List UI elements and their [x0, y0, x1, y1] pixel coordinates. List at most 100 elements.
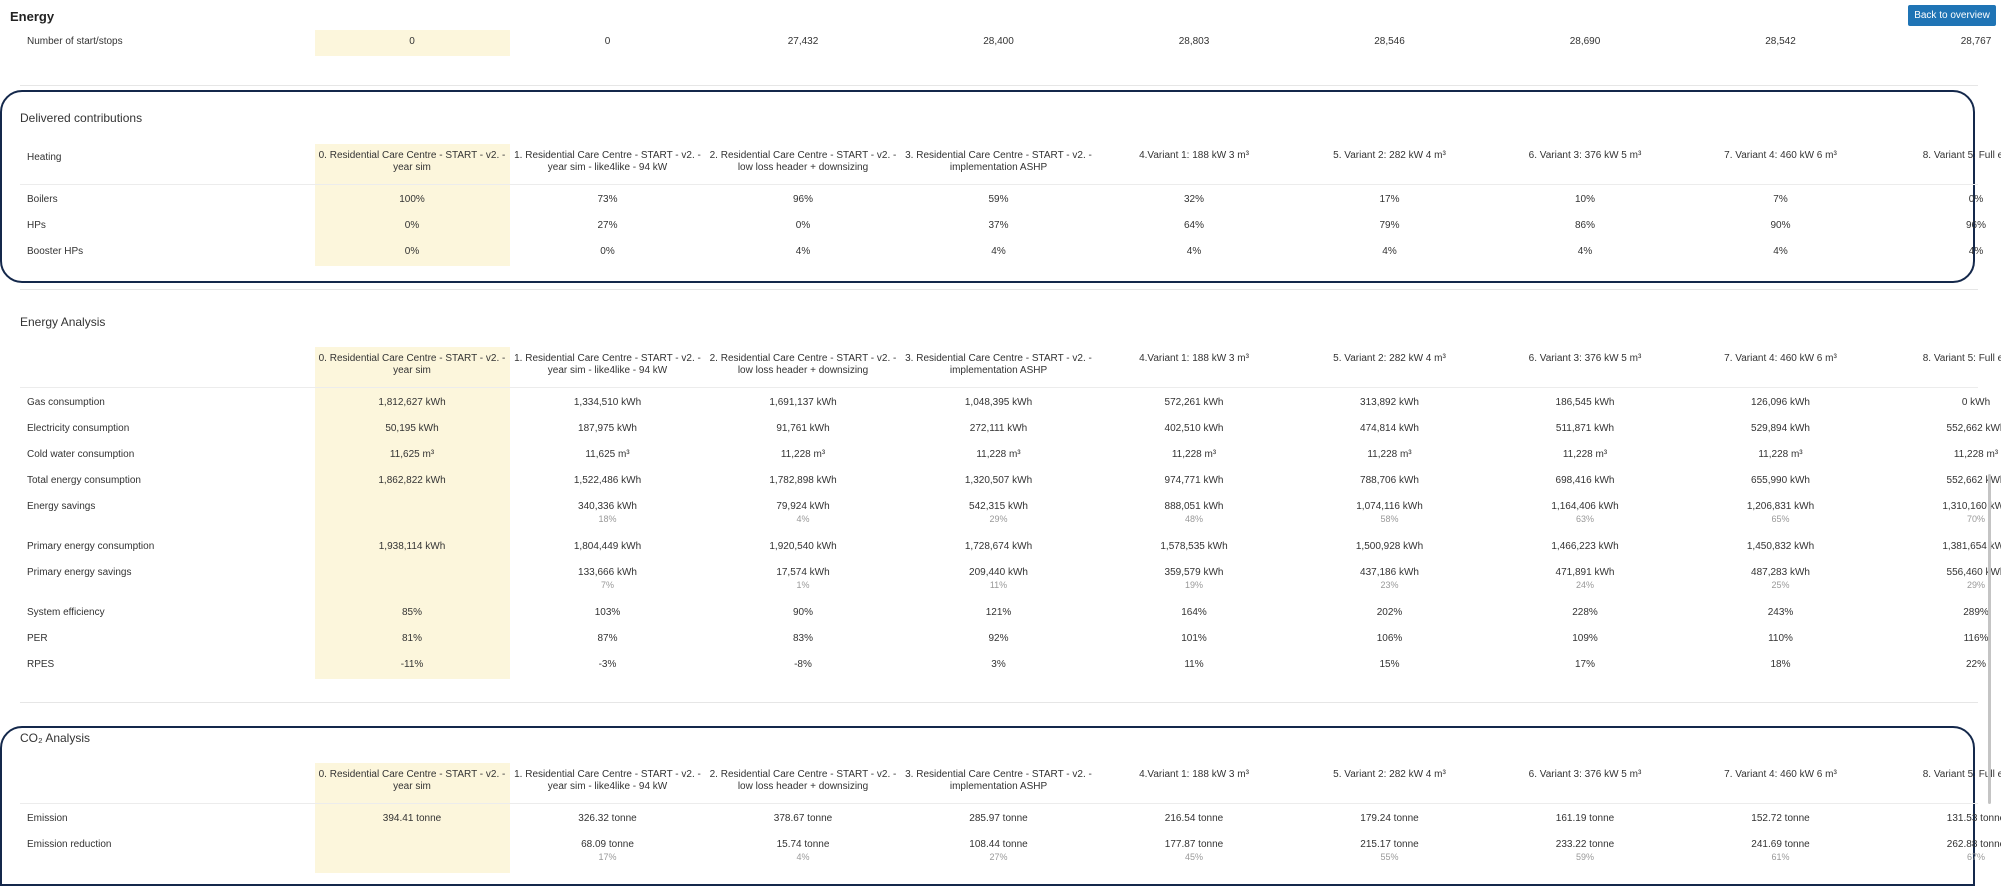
- variant-header-8: 8. Variant 5: Full electric: [1922, 769, 2001, 780]
- cell-value: 0%: [404, 246, 420, 257]
- value-cell: 0 kWh: [1878, 397, 2001, 409]
- value-cell: 552,662 kWh: [1878, 423, 2001, 435]
- value-cell: 1,320,507 kWh: [901, 475, 1097, 487]
- back-to-overview-button[interactable]: Back to overview: [1908, 5, 1996, 26]
- value-cell: 1,522,486 kWh: [510, 475, 706, 487]
- cell-value: 233.22 tonne: [1555, 839, 1615, 850]
- cell-value: 788,706 kWh: [1360, 475, 1419, 486]
- cell-value: 0%: [600, 246, 615, 257]
- cell-value: 11,625 m³: [389, 449, 435, 460]
- value-cell: 116%: [1878, 633, 2001, 645]
- table-header-row: Heating 0. Residential Care Centre - STAR…: [20, 144, 2001, 184]
- row-label: Total energy consumption: [27, 475, 141, 486]
- value-cell: 11,625 m³: [510, 449, 706, 461]
- value-cell: 788,706 kWh: [1292, 475, 1488, 487]
- value-cell: 262.88 tonne 67%: [1878, 839, 2001, 863]
- cell-value: 28,400: [983, 36, 1014, 47]
- cell-value: 1,938,114 kWh: [378, 541, 446, 552]
- value-cell: 11,228 m³: [1096, 449, 1292, 461]
- row-label: Gas consumption: [27, 397, 105, 408]
- value-cell: 177.87 tonne 45%: [1096, 839, 1292, 863]
- cell-value: 228%: [1572, 607, 1598, 618]
- cell-percentage: 58%: [1380, 514, 1399, 524]
- value-cell: 186,545 kWh: [1487, 397, 1683, 409]
- value-cell: 17%: [1292, 194, 1488, 206]
- cell-value: 28,546: [1374, 36, 1405, 47]
- vertical-scrollbar[interactable]: [1988, 474, 1991, 804]
- cell-value: 126,096 kWh: [1751, 397, 1810, 408]
- value-cell: 4%: [1683, 246, 1879, 258]
- value-cell: 92%: [901, 633, 1097, 645]
- value-cell: 0%: [1878, 194, 2001, 206]
- delivered-contributions-panel: [0, 90, 1975, 283]
- cell-percentage: 4%: [796, 514, 810, 524]
- divider: [20, 85, 1978, 86]
- value-cell: 4%: [1292, 246, 1488, 258]
- cell-value: 1,320,507 kWh: [964, 475, 1033, 486]
- cell-value: 285.97 tonne: [969, 813, 1028, 824]
- cell-value: 11,228 m³: [976, 449, 1021, 460]
- cell-percentage: 4%: [796, 852, 810, 862]
- cell-value: 1,466,223 kWh: [1551, 541, 1619, 552]
- cell-value: 1,450,832 kWh: [1746, 541, 1815, 552]
- variant-header-6: 6. Variant 3: 376 kW 5 m³: [1528, 353, 1642, 364]
- value-cell: 1,938,114 kWh: [314, 541, 510, 553]
- value-cell: 164%: [1096, 607, 1292, 619]
- cell-value: -3%: [598, 659, 617, 670]
- variant-header-4: 4.Variant 1: 188 kW 3 m³: [1139, 150, 1249, 161]
- header-divider: [20, 387, 1978, 388]
- value-cell: 28,546: [1292, 36, 1488, 48]
- cell-value: 177.87 tonne: [1164, 839, 1224, 850]
- cell-value: 394.41 tonne: [382, 813, 442, 824]
- value-cell: 285.97 tonne: [901, 813, 1097, 825]
- variant-header-6: 6. Variant 3: 376 kW 5 m³: [1528, 150, 1642, 161]
- cell-value: 17,574 kWh: [776, 567, 830, 578]
- cell-value: 83%: [792, 633, 813, 644]
- delivered-contributions-title: Delivered contributions: [20, 111, 143, 125]
- value-cell: 108.44 tonne 27%: [901, 839, 1097, 863]
- cell-value: 11,228 m³: [1562, 449, 1608, 460]
- cell-value: 50,195 kWh: [385, 423, 439, 434]
- cell-value: 11,228 m³: [1367, 449, 1412, 460]
- cell-value: 0: [604, 36, 611, 47]
- cell-value: 359,579 kWh: [1164, 567, 1224, 578]
- header-divider: [20, 184, 1978, 185]
- row-label: HPs: [27, 220, 46, 231]
- header-divider: [20, 803, 1978, 804]
- cell-value: 241.69 tonne: [1751, 839, 1810, 850]
- table-row: Total energy consumption 1,862,822 kWh 1,5…: [20, 469, 2001, 495]
- cell-value: 216.54 tonne: [1164, 813, 1224, 824]
- value-cell: 556,460 kWh 29%: [1878, 567, 2001, 591]
- value-cell: 28,542: [1683, 36, 1879, 48]
- baseline-column-highlight: [314, 347, 510, 679]
- cell-value: 572,261 kWh: [1164, 397, 1224, 408]
- value-cell: 15.74 tonne 4%: [705, 839, 901, 863]
- cell-value: 59%: [988, 194, 1009, 205]
- value-cell: 487,283 kWh 25%: [1683, 567, 1879, 591]
- value-cell: 1,862,822 kWh: [314, 475, 510, 487]
- table-row: Boilers 100% 73% 96% 59% 32% 17% 10% 7% 0%: [20, 188, 1983, 214]
- table-row: Emission 394.41 tonne 326.32 tonne 378.67 t…: [20, 807, 2001, 833]
- value-cell: 73%: [510, 194, 706, 206]
- value-cell: 28,690: [1487, 36, 1683, 48]
- value-cell: 109%: [1487, 633, 1683, 645]
- cell-value: 81%: [401, 633, 422, 644]
- table-row: Electricity consumption 50,195 kWh 187,975…: [20, 417, 2001, 443]
- row-label: Number of start/stops: [27, 36, 123, 47]
- value-cell: 28,400: [901, 36, 1097, 48]
- value-cell: 1,164,406 kWh 63%: [1487, 501, 1683, 525]
- cell-value: 655,990 kWh: [1751, 475, 1810, 486]
- variant-header-1: 1. Residential Care Centre - START - v2.…: [514, 769, 701, 792]
- cell-value: 4%: [1577, 246, 1593, 257]
- cell-value: 1,500,928 kWh: [1355, 541, 1424, 552]
- value-cell: 68.09 tonne 17%: [510, 839, 706, 863]
- row-label: Emission: [27, 813, 68, 824]
- value-cell: 1,048,395 kWh: [901, 397, 1097, 409]
- cell-value: 121%: [985, 607, 1012, 618]
- cell-value: 1,522,486 kWh: [573, 475, 642, 486]
- cell-value: 73%: [597, 194, 618, 205]
- cell-value: 28,542: [1765, 36, 1796, 47]
- cell-value: 186,545 kWh: [1555, 397, 1615, 408]
- value-cell: 11,228 m³: [1878, 449, 2001, 461]
- value-cell: 1,334,510 kWh: [510, 397, 706, 409]
